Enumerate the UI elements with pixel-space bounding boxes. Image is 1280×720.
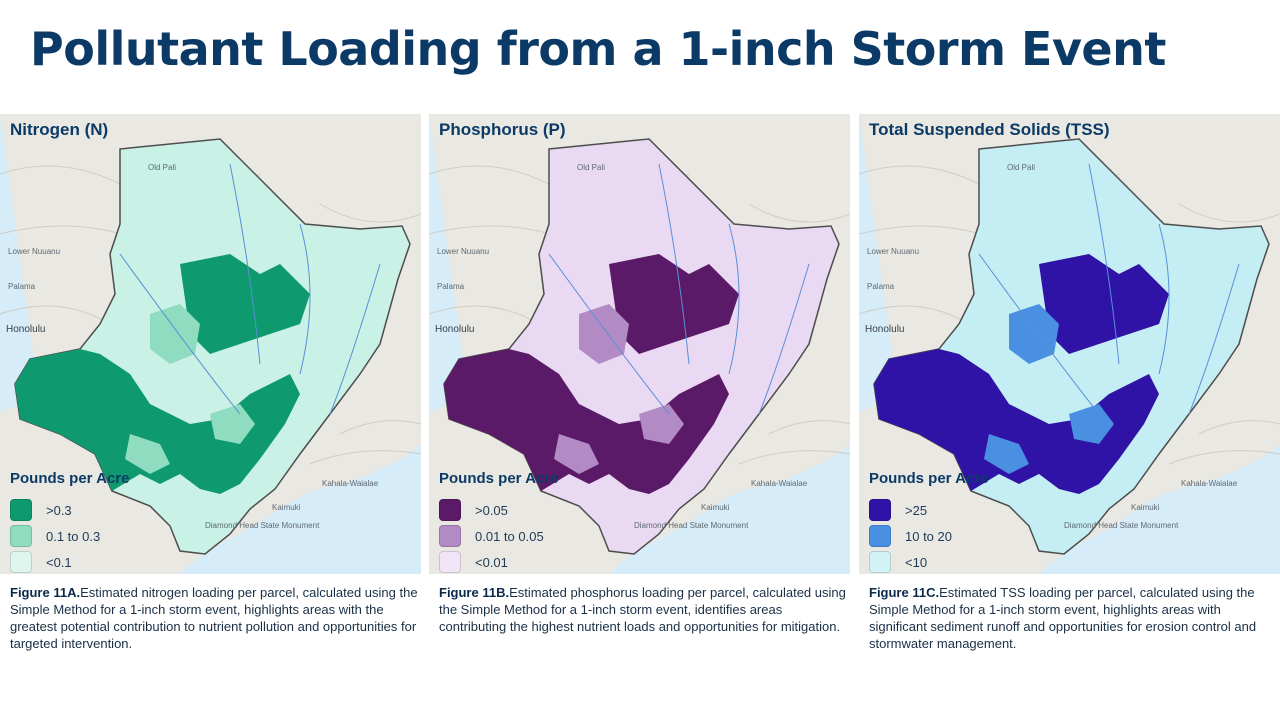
map-label-honolulu: Honolulu: [6, 324, 45, 335]
legend-label: >25: [905, 502, 928, 518]
legend-item: >0.05: [439, 497, 558, 523]
figure-label: Figure 11C.: [869, 585, 940, 600]
legend-swatch-medium: [439, 525, 461, 547]
figure-caption: Figure 11C.Estimated TSS loading per par…: [869, 584, 1279, 652]
legend: Pounds per Acre >0.05 0.01 to 0.05 <0.01: [439, 470, 558, 574]
map-label-palama: Palama: [8, 282, 36, 291]
legend-swatch-low: [869, 551, 891, 573]
legend-swatch-high: [869, 499, 891, 521]
map-label-honolulu: Honolulu: [435, 324, 474, 335]
legend-item: <0.1: [10, 549, 129, 574]
map-label-kahala: Kahala-Waialae: [751, 479, 808, 488]
page-title: Pollutant Loading from a 1-inch Storm Ev…: [30, 22, 1166, 76]
legend-title: Pounds per Acre: [439, 470, 559, 487]
map-label-palama: Palama: [867, 282, 895, 291]
legend-item: 0.01 to 0.05: [439, 523, 558, 549]
legend-label: >0.05: [475, 502, 508, 518]
medium-load-zone: [554, 304, 684, 474]
map-panel-tss[interactable]: Old Pali Lower Nuuanu Palama Honolulu Ka…: [859, 114, 1280, 574]
legend-swatch-low: [10, 551, 32, 573]
legend-swatch-high: [439, 499, 461, 521]
map-label-old-pali: Old Pali: [577, 163, 605, 172]
nitrogen-map[interactable]: Old Pali Lower Nuuanu Palama Honolulu Ka…: [0, 114, 421, 574]
map-panel-nitrogen[interactable]: Old Pali Lower Nuuanu Palama Honolulu Ka…: [0, 114, 421, 574]
map-label-palama: Palama: [437, 282, 465, 291]
map-label-lower-nuuanu: Lower Nuuanu: [437, 247, 489, 256]
legend-swatch-medium: [869, 525, 891, 547]
map-label-old-pali: Old Pali: [148, 163, 176, 172]
legend-item: <10: [869, 549, 988, 574]
legend: Pounds per Acre >25 10 to 20 <10: [869, 470, 988, 574]
phosphorus-map[interactable]: Old Pali Lower Nuuanu Palama Honolulu Ka…: [429, 114, 850, 574]
panel-title: Total Suspended Solids (TSS): [869, 120, 1110, 139]
map-label-honolulu: Honolulu: [865, 324, 904, 335]
figure-description: Estimated nitrogen loading per parcel, c…: [10, 585, 418, 651]
legend-swatch-medium: [10, 525, 32, 547]
legend-item: >25: [869, 497, 988, 523]
high-load-zone: [15, 254, 310, 494]
legend-label: 10 to 20: [905, 528, 952, 544]
map-label-old-pali: Old Pali: [1007, 163, 1035, 172]
figure-description: Estimated TSS loading per parcel, calcul…: [869, 585, 1257, 651]
legend-label: 0.01 to 0.05: [475, 528, 544, 544]
legend-item: 10 to 20: [869, 523, 988, 549]
streams: [119, 163, 381, 415]
legend-swatch-high: [10, 499, 32, 521]
figure-description: Estimated phosphorus loading per parcel,…: [439, 585, 846, 634]
streams: [548, 163, 810, 415]
map-label-diamond-head: Diamond Head State Monument: [1064, 521, 1179, 530]
map-label-kahala: Kahala-Waialae: [322, 479, 379, 488]
map-label-kaimuki: Kaimuki: [1131, 503, 1160, 512]
legend-title: Pounds per Acre: [10, 470, 130, 487]
panel-title: Nitrogen (N): [10, 120, 109, 139]
map-label-kahala: Kahala-Waialae: [1181, 479, 1238, 488]
map-panel-phosphorus[interactable]: Old Pali Lower Nuuanu Palama Honolulu Ka…: [429, 114, 850, 574]
map-label-kaimuki: Kaimuki: [701, 503, 730, 512]
figure-caption: Figure 11A.Estimated nitrogen loading pe…: [10, 584, 420, 652]
medium-load-zone: [125, 304, 255, 474]
legend-label: 0.1 to 0.3: [46, 528, 101, 544]
tss-map[interactable]: Old Pali Lower Nuuanu Palama Honolulu Ka…: [859, 114, 1280, 574]
streams: [978, 163, 1240, 415]
legend-label: <10: [905, 554, 928, 570]
figure-label: Figure 11B.: [439, 585, 510, 600]
panel-title: Phosphorus (P): [439, 120, 566, 139]
legend-label: <0.01: [475, 554, 508, 570]
medium-load-zone: [984, 304, 1114, 474]
legend-item: >0.3: [10, 497, 129, 523]
map-label-diamond-head: Diamond Head State Monument: [205, 521, 320, 530]
map-label-diamond-head: Diamond Head State Monument: [634, 521, 749, 530]
map-label-kaimuki: Kaimuki: [272, 503, 301, 512]
legend-swatch-low: [439, 551, 461, 573]
legend: Pounds per Acre >0.3 0.1 to 0.3 <0.1: [10, 470, 129, 574]
figure-label: Figure 11A.: [10, 585, 81, 600]
legend-item: 0.1 to 0.3: [10, 523, 129, 549]
legend-label: >0.3: [46, 502, 72, 518]
high-load-zone: [874, 254, 1169, 494]
legend-title: Pounds per Acre: [869, 470, 989, 487]
map-label-lower-nuuanu: Lower Nuuanu: [8, 247, 60, 256]
legend-item: <0.01: [439, 549, 558, 574]
legend-label: <0.1: [46, 554, 72, 570]
map-label-lower-nuuanu: Lower Nuuanu: [867, 247, 919, 256]
figure-caption: Figure 11B.Estimated phosphorus loading …: [439, 584, 849, 635]
high-load-zone: [444, 254, 739, 494]
